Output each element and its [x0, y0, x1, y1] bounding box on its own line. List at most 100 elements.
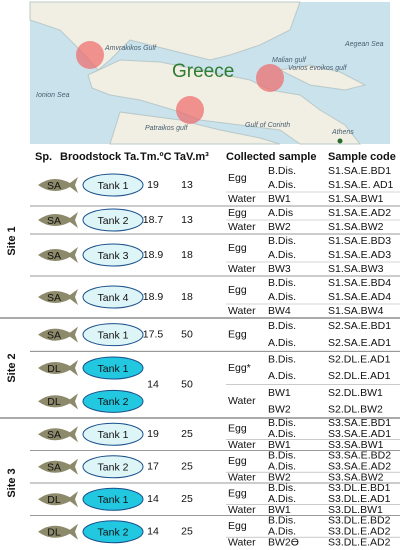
species-label: SA [47, 215, 61, 227]
tank-label: Tank 1 [98, 180, 129, 192]
sample-code: S1.SA.E.AD4 [328, 291, 391, 303]
sample-sub: A.Dis [268, 207, 293, 219]
city-dot [337, 138, 343, 144]
sample-code: S3.SA.BW1 [328, 439, 384, 451]
island [278, 64, 367, 91]
species-label: DL [47, 494, 61, 506]
sample-type: Egg* [228, 362, 251, 374]
temperature: 18.7 [143, 214, 164, 226]
sample-code: S1.SA.BW3 [328, 263, 384, 275]
sample-sub: B.Dis. [268, 515, 296, 527]
sample-sub: A.Dis. [268, 249, 296, 261]
sample-code: S3.DL.E.BD1 [328, 482, 391, 494]
temperature: 14 [147, 526, 159, 538]
sample-code: S1.SA.BW1 [328, 193, 384, 205]
tank-label: Tank 2 [98, 462, 129, 474]
sample-type: Water [228, 263, 256, 275]
tank-label: Tank 1 [98, 363, 129, 375]
fish-icon [38, 360, 78, 376]
fish-icon [38, 326, 78, 343]
sample-type: Water [228, 221, 256, 233]
fish-icon [38, 212, 78, 228]
tank [82, 487, 144, 511]
tank [82, 173, 144, 197]
tank-label: Tank 1 [98, 494, 129, 506]
temperature: 14 [147, 378, 159, 390]
tank-volume: 18 [181, 249, 193, 261]
sample-code: S2.DL.E.AD1 [328, 353, 391, 365]
temperature: 17.5 [143, 328, 164, 340]
temperature: 19 [147, 428, 159, 440]
sample-type: Egg [228, 520, 247, 532]
sample-type: Water [228, 193, 256, 205]
fish-icon [38, 523, 78, 540]
site-marker [176, 96, 204, 124]
sample-code: S3.DL.E.AD2 [328, 526, 391, 538]
tank-volume: 25 [181, 428, 193, 440]
table: Sp. Broodstock Ta. Tm.ºC TaV.m³ Collected sa… [0, 151, 400, 548]
sample-code: S1.SA.E.BD4 [328, 277, 391, 289]
map-label: Amvrakikos Gulf [104, 45, 157, 52]
sample-type: Water [228, 471, 256, 483]
tank-volume: 13 [181, 214, 193, 226]
sample-code: S2.SA.E.BD1 [328, 320, 391, 332]
tank [82, 356, 144, 380]
site-marker [76, 41, 104, 69]
tank-label: Tank 1 [98, 429, 129, 441]
sample-sub: B.Dis. [268, 417, 296, 429]
site-label: Site 3 [6, 468, 18, 497]
temperature: 18.9 [143, 291, 164, 303]
sample-sub: BW1 [268, 193, 291, 205]
sample-sub: A.Dis. [268, 370, 296, 382]
sample-code: S2.DL.E.AD1 [328, 370, 391, 382]
sample-sub: B.Dis. [268, 353, 296, 365]
column-header: Tm.ºC [140, 151, 172, 163]
column-header: TaV.m³ [174, 151, 209, 163]
sample-code: S1.SA.BW4 [328, 305, 384, 317]
sample-sub: A.Dis. [268, 428, 296, 440]
sample-type: Egg [228, 328, 247, 340]
sample-type: Egg [228, 284, 247, 296]
species-label: SA [47, 250, 61, 262]
sample-sub: BW4 [268, 305, 291, 317]
sample-code: S3.SA.BW2 [328, 471, 384, 483]
tank-label: Tank 4 [98, 292, 129, 304]
sample-sub: BW2ϴ [268, 536, 299, 548]
map-label: Malian gulf [272, 57, 307, 64]
sample-type: Water [228, 439, 256, 451]
species-label: DL [47, 396, 61, 408]
site-label: Site 1 [6, 226, 18, 255]
sample-sub: BW2 [268, 403, 291, 415]
sample-code: S3.SA.E.BD2 [328, 450, 391, 462]
sample-sub: A.Dis. [268, 179, 296, 191]
column-header: Sp. [35, 151, 52, 163]
tank [82, 455, 144, 479]
sample-code: S3.DL.E.BD2 [328, 515, 391, 527]
sample-code: S1.SA.E.AD2 [328, 207, 391, 219]
column-header: Collected sample [226, 151, 316, 163]
temperature: 17 [147, 461, 159, 473]
sample-sub: A.Dis. [268, 291, 296, 303]
sample-sub: BW1 [268, 387, 291, 399]
land [87, 59, 362, 145]
map-label: Athens [331, 129, 354, 136]
tank-volume: 50 [181, 378, 193, 390]
tank [82, 323, 144, 347]
tank [82, 243, 144, 267]
sample-code: S1.SA.E.BD1 [328, 165, 391, 177]
fish-icon [38, 393, 78, 410]
sample-code: S3.SA.E.AD2 [328, 461, 391, 473]
sample-type: Water [228, 395, 256, 407]
sample-type: Water [228, 536, 256, 548]
fish-icon [38, 426, 78, 443]
temperature: 14 [147, 493, 159, 505]
sample-sub: B.Dis. [268, 482, 296, 494]
sample-type: Water [228, 305, 256, 317]
sample-sub: B.Dis. [268, 450, 296, 462]
tank [82, 285, 144, 309]
sample-code: S2.SA.E.AD1 [328, 337, 391, 349]
tank [82, 208, 144, 232]
tank-label: Tank 2 [98, 396, 129, 408]
